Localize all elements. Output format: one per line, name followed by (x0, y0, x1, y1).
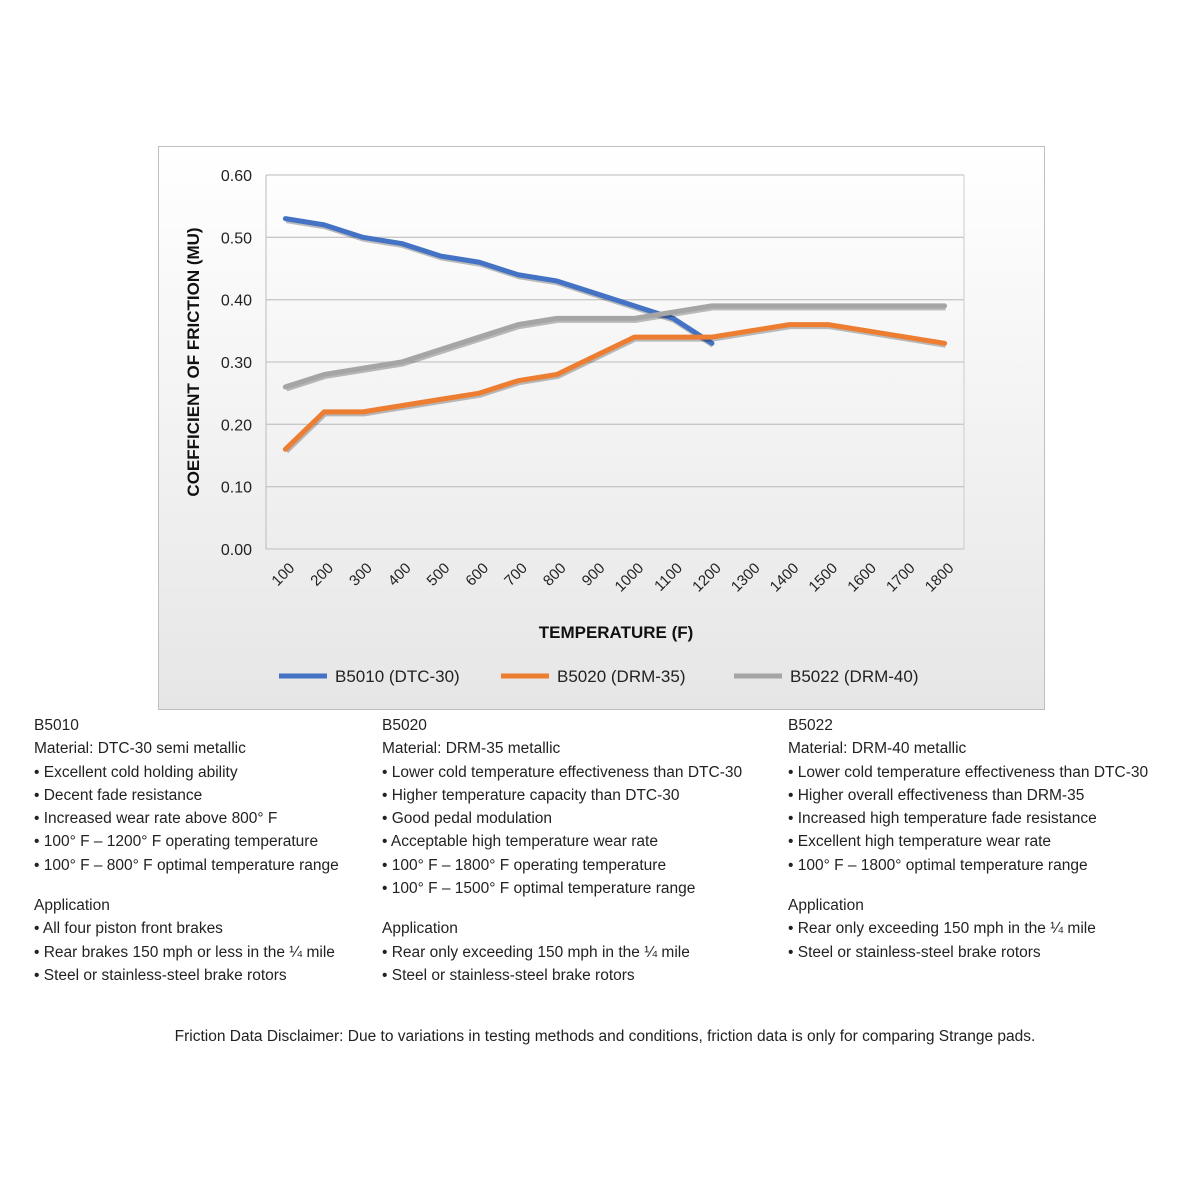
x-tick-label: 1000 (612, 560, 648, 596)
feature-bullet: • Lower cold temperature effectiveness t… (788, 763, 1149, 781)
x-tick-label: 900 (579, 560, 609, 590)
series-line-b5010 (282, 216, 715, 346)
x-tick-label: 1700 (883, 560, 919, 596)
y-tick-label: 0.30 (221, 355, 252, 372)
y-tick-label: 0.40 (221, 293, 252, 310)
x-tick-label: 1600 (844, 560, 880, 596)
column-b5020: B5020 Material: DRM-35 metallic • Lower co… (382, 714, 742, 987)
feature-bullet: • Good pedal modulation (382, 810, 553, 828)
application-bullet: • All four piston front brakes (34, 920, 223, 938)
y-tick-label: 0.10 (221, 480, 252, 497)
x-tick-label: 800 (540, 560, 570, 590)
x-tick-label: 400 (385, 560, 415, 590)
x-tick-label: 1100 (651, 560, 686, 595)
column-b5022: B5022 Material: DRM-40 metallic • Lower co… (788, 714, 1148, 964)
feature-bullet: • Decent fade resistance (34, 786, 203, 804)
product-title: B5020 (382, 717, 427, 734)
y-tick-label: 0.50 (221, 230, 252, 247)
legend-label: B5020 (DRM-35) (557, 667, 686, 686)
application-bullet: • Rear only exceeding 150 mph in the ¼ m… (788, 920, 1096, 938)
material-text: Material: DTC-30 semi metallic (34, 740, 246, 758)
x-tick-label: 1500 (805, 560, 841, 596)
y-axis-title: COEFFICIENT OF FRICTION (MU) (184, 227, 203, 496)
application-bullet: • Steel or stainless-steel brake rotors (382, 966, 635, 984)
x-tick-label: 700 (501, 560, 531, 590)
column-b5010: B5010 Material: DTC-30 semi metallic • Exc… (34, 714, 339, 987)
disclaimer: Friction Data Disclaimer: Due to variati… (174, 1028, 1036, 1045)
series-line-b5020 (282, 322, 948, 452)
x-tick-label: 1800 (922, 560, 958, 596)
feature-bullet: • Increased high temperature fade resist… (788, 810, 1097, 828)
spacer (382, 900, 742, 917)
feature-bullet: • 100° F – 1200° F operating temperature (34, 833, 319, 851)
material-text: Material: DRM-40 metallic (788, 740, 967, 758)
product-title: B5010 (34, 717, 79, 734)
x-tick-label: 100 (268, 560, 298, 590)
application-bullet: • Steel or stainless-steel brake rotors (788, 943, 1041, 961)
y-tick-label: 0.00 (221, 542, 252, 559)
friction-chart: 0.00 0.10 0.20 0.30 0.40 0.50 0.60 100 200 300 400… (184, 168, 965, 686)
y-tick-label: 0.60 (221, 168, 252, 185)
feature-bullet: • 100° F – 1500° F optimal temperature r… (382, 880, 696, 898)
x-tick-label: 200 (307, 560, 337, 590)
x-tick-label: 300 (346, 560, 376, 590)
feature-bullet: • 100° F – 800° F optimal temperature ra… (34, 856, 339, 874)
feature-bullet: • Increased wear rate above 800° F (34, 810, 278, 828)
feature-bullet: • 100° F – 1800° F operating temperature (382, 856, 667, 874)
x-tick-label: 1400 (767, 560, 803, 596)
x-tick-label: 600 (462, 560, 492, 590)
application-title: Application (382, 920, 458, 938)
application-title: Application (34, 897, 110, 915)
x-tick-label: 500 (424, 560, 454, 590)
x-axis-title: TEMPERATURE (F) (539, 623, 694, 642)
application-title: Application (788, 897, 864, 915)
material-text: Material: DRM-35 metallic (382, 740, 561, 758)
application-bullet: • Rear only exceeding 150 mph in the ¼ m… (382, 943, 690, 961)
spacer (788, 877, 1148, 894)
feature-bullet: • Higher overall effectiveness than DRM-… (788, 786, 1085, 804)
x-tick-label: 1300 (728, 560, 764, 596)
series-shadow (285, 218, 715, 348)
y-tick-label: 0.20 (221, 417, 252, 434)
feature-bullet: • Acceptable high temperature wear rate (382, 833, 658, 851)
legend-label: B5010 (DTC-30) (335, 667, 460, 686)
feature-bullet: • Lower cold temperature effectiveness t… (382, 763, 743, 781)
feature-bullet: • Higher temperature capacity than DTC-3… (382, 786, 680, 804)
feature-bullet: • Excellent cold holding ability (34, 763, 238, 781)
legend-label: B5022 (DRM-40) (790, 667, 919, 686)
application-bullet: • Rear brakes 150 mph or less in the ¼ m… (34, 943, 335, 961)
product-title: B5022 (788, 717, 833, 734)
feature-bullet: • Excellent high temperature wear rate (788, 833, 1052, 851)
feature-bullet: • 100° F – 1800° optimal temperature ran… (788, 856, 1088, 874)
spacer (34, 877, 339, 894)
x-tick-label: 1200 (689, 560, 725, 596)
chart-area: 0.00 0.10 0.20 0.30 0.40 0.50 0.60 100 200 300 400… (158, 146, 1045, 710)
series-line-b5022 (282, 303, 948, 390)
application-bullet: • Steel or stainless-steel brake rotors (34, 966, 287, 984)
